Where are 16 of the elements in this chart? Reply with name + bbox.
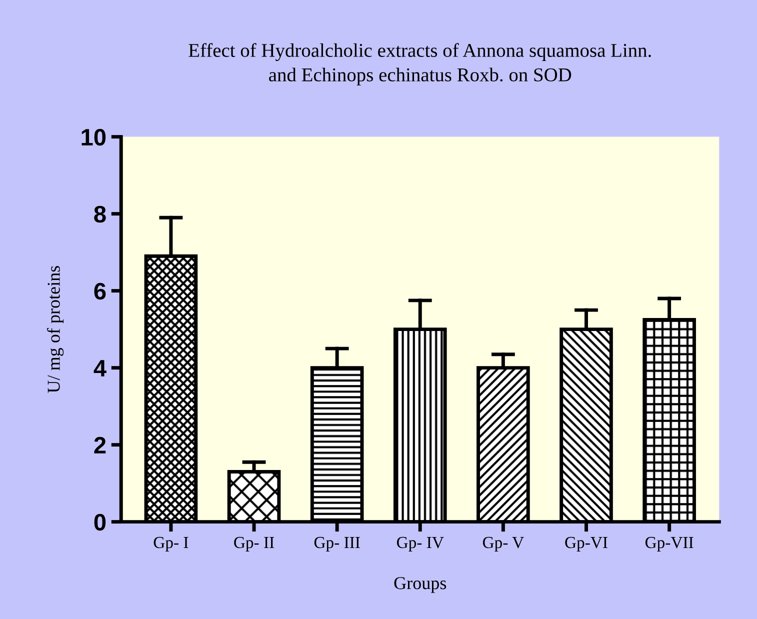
x-tick-label: Gp- IV — [396, 536, 444, 552]
x-tick-label: Gp- II — [234, 536, 274, 552]
y-axis-title: U/ mg of proteins — [47, 266, 64, 393]
x-tick-label: Gp-VI — [565, 536, 608, 552]
y-tick-label: 4 — [94, 360, 106, 376]
x-tick-label: Gp- I — [154, 536, 188, 552]
y-tick-label: 0 — [94, 514, 106, 531]
y-tick-label: 6 — [94, 282, 106, 300]
y-tick-label: 2 — [94, 436, 106, 454]
y-tick-label: 10 — [82, 128, 106, 146]
y-tick-label: 8 — [94, 206, 106, 223]
x-tick-label: Gp-VII — [645, 536, 694, 552]
x-tick-label: Gp- III — [314, 536, 360, 552]
chart-title: Effect of Hydroalcholic extracts of Annona squamosa Linn. and Echinops echinatus Roxb. on SOD — [188, 43, 651, 86]
x-axis-title: Groups — [394, 577, 446, 593]
x-tick-label: Gp- V — [482, 536, 524, 552]
